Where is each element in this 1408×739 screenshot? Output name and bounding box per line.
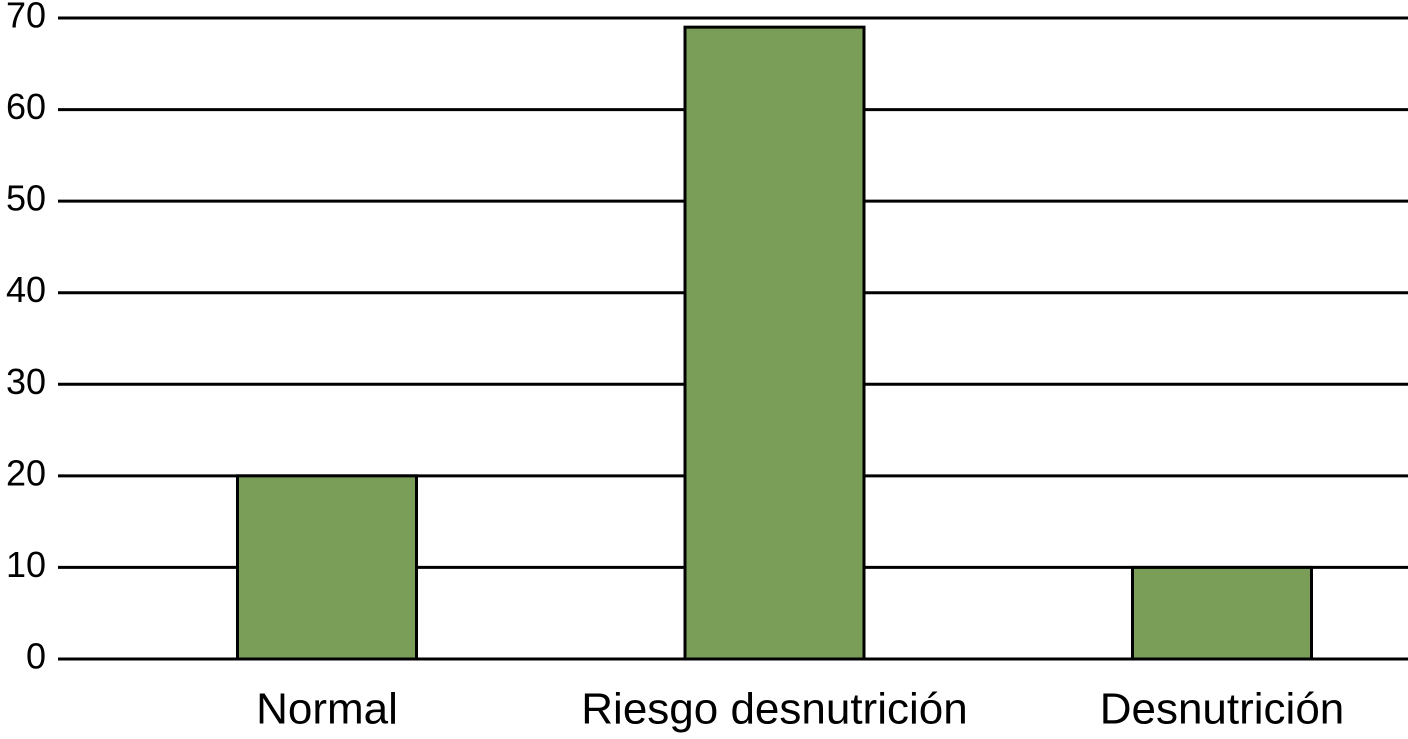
x-tick-label: Desnutrición xyxy=(1100,685,1345,734)
y-tick-label: 50 xyxy=(6,178,46,219)
x-tick-label: Riesgo desnutrición xyxy=(581,685,967,734)
y-tick-label: 60 xyxy=(6,86,46,127)
bar xyxy=(1131,565,1313,661)
y-tick-label: 70 xyxy=(6,0,46,36)
y-tick-label: 40 xyxy=(6,269,46,310)
y-tick-label: 20 xyxy=(6,452,46,493)
y-tick-label: 0 xyxy=(26,636,46,677)
bar xyxy=(236,474,418,661)
bar xyxy=(683,25,866,661)
x-tick-label: Normal xyxy=(256,685,398,734)
y-tick-label: 10 xyxy=(6,544,46,585)
y-tick-label: 30 xyxy=(6,361,46,402)
